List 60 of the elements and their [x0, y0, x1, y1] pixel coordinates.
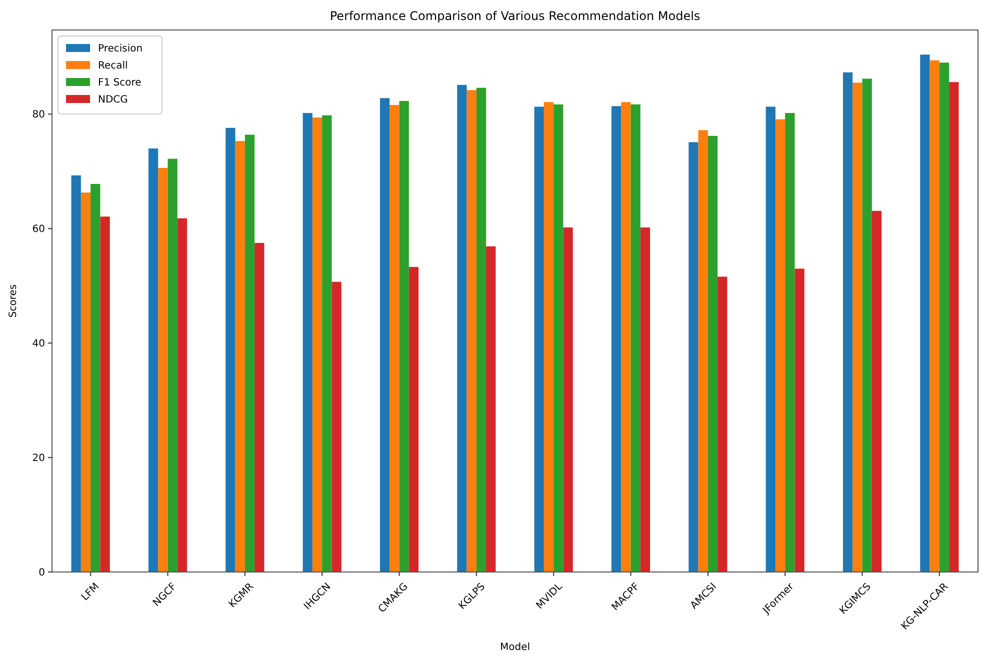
bar	[177, 218, 188, 572]
bar	[332, 282, 342, 572]
bar	[244, 134, 255, 572]
bar	[486, 246, 496, 572]
bar	[766, 106, 776, 572]
bar	[312, 118, 322, 572]
chart-title: Performance Comparison of Various Recommendation Models	[330, 9, 700, 23]
y-axis-title: Scores	[8, 284, 19, 318]
bar	[794, 268, 804, 572]
bar	[457, 84, 467, 572]
legend-label: NDCG	[98, 94, 128, 106]
bar	[148, 148, 158, 572]
bar	[630, 104, 640, 572]
bar	[476, 88, 486, 572]
bar	[380, 98, 390, 572]
bar	[399, 100, 409, 572]
bar	[920, 54, 930, 572]
bar	[544, 102, 554, 572]
y-tick-label: 0	[38, 568, 45, 578]
bar	[235, 141, 245, 572]
bar	[158, 168, 168, 572]
bar	[100, 216, 110, 572]
bar	[390, 104, 400, 572]
bar	[718, 276, 728, 572]
y-tick-label: 60	[32, 224, 45, 236]
bar	[322, 115, 332, 572]
legend-label: Recall	[98, 60, 128, 72]
bar	[698, 130, 708, 572]
bar	[466, 90, 476, 572]
bar	[621, 102, 631, 572]
bar	[80, 192, 91, 572]
bar	[226, 128, 236, 572]
bar	[640, 227, 650, 572]
bar	[785, 112, 795, 572]
y-tick-label: 80	[32, 110, 45, 121]
bar	[842, 72, 853, 572]
bar	[611, 106, 622, 572]
y-tick-label: 40	[32, 338, 45, 350]
bar	[930, 60, 940, 572]
bar	[254, 242, 264, 572]
bar	[302, 112, 312, 572]
bar	[563, 227, 573, 572]
bar	[554, 104, 564, 572]
bar	[862, 78, 872, 572]
bar	[408, 266, 419, 572]
bar	[168, 158, 178, 572]
bar	[688, 142, 698, 572]
bar	[71, 175, 81, 572]
bar	[872, 210, 882, 572]
x-axis-title: Model	[500, 642, 530, 653]
bar	[949, 82, 959, 572]
bar	[852, 82, 862, 572]
legend-label: Precision	[98, 44, 143, 54]
legend-label: F1 Score	[98, 78, 142, 88]
bar	[775, 119, 786, 572]
bar	[90, 184, 100, 572]
y-tick-label: 20	[32, 453, 45, 464]
bar	[534, 106, 544, 572]
bar	[708, 136, 718, 572]
bar	[939, 62, 950, 572]
